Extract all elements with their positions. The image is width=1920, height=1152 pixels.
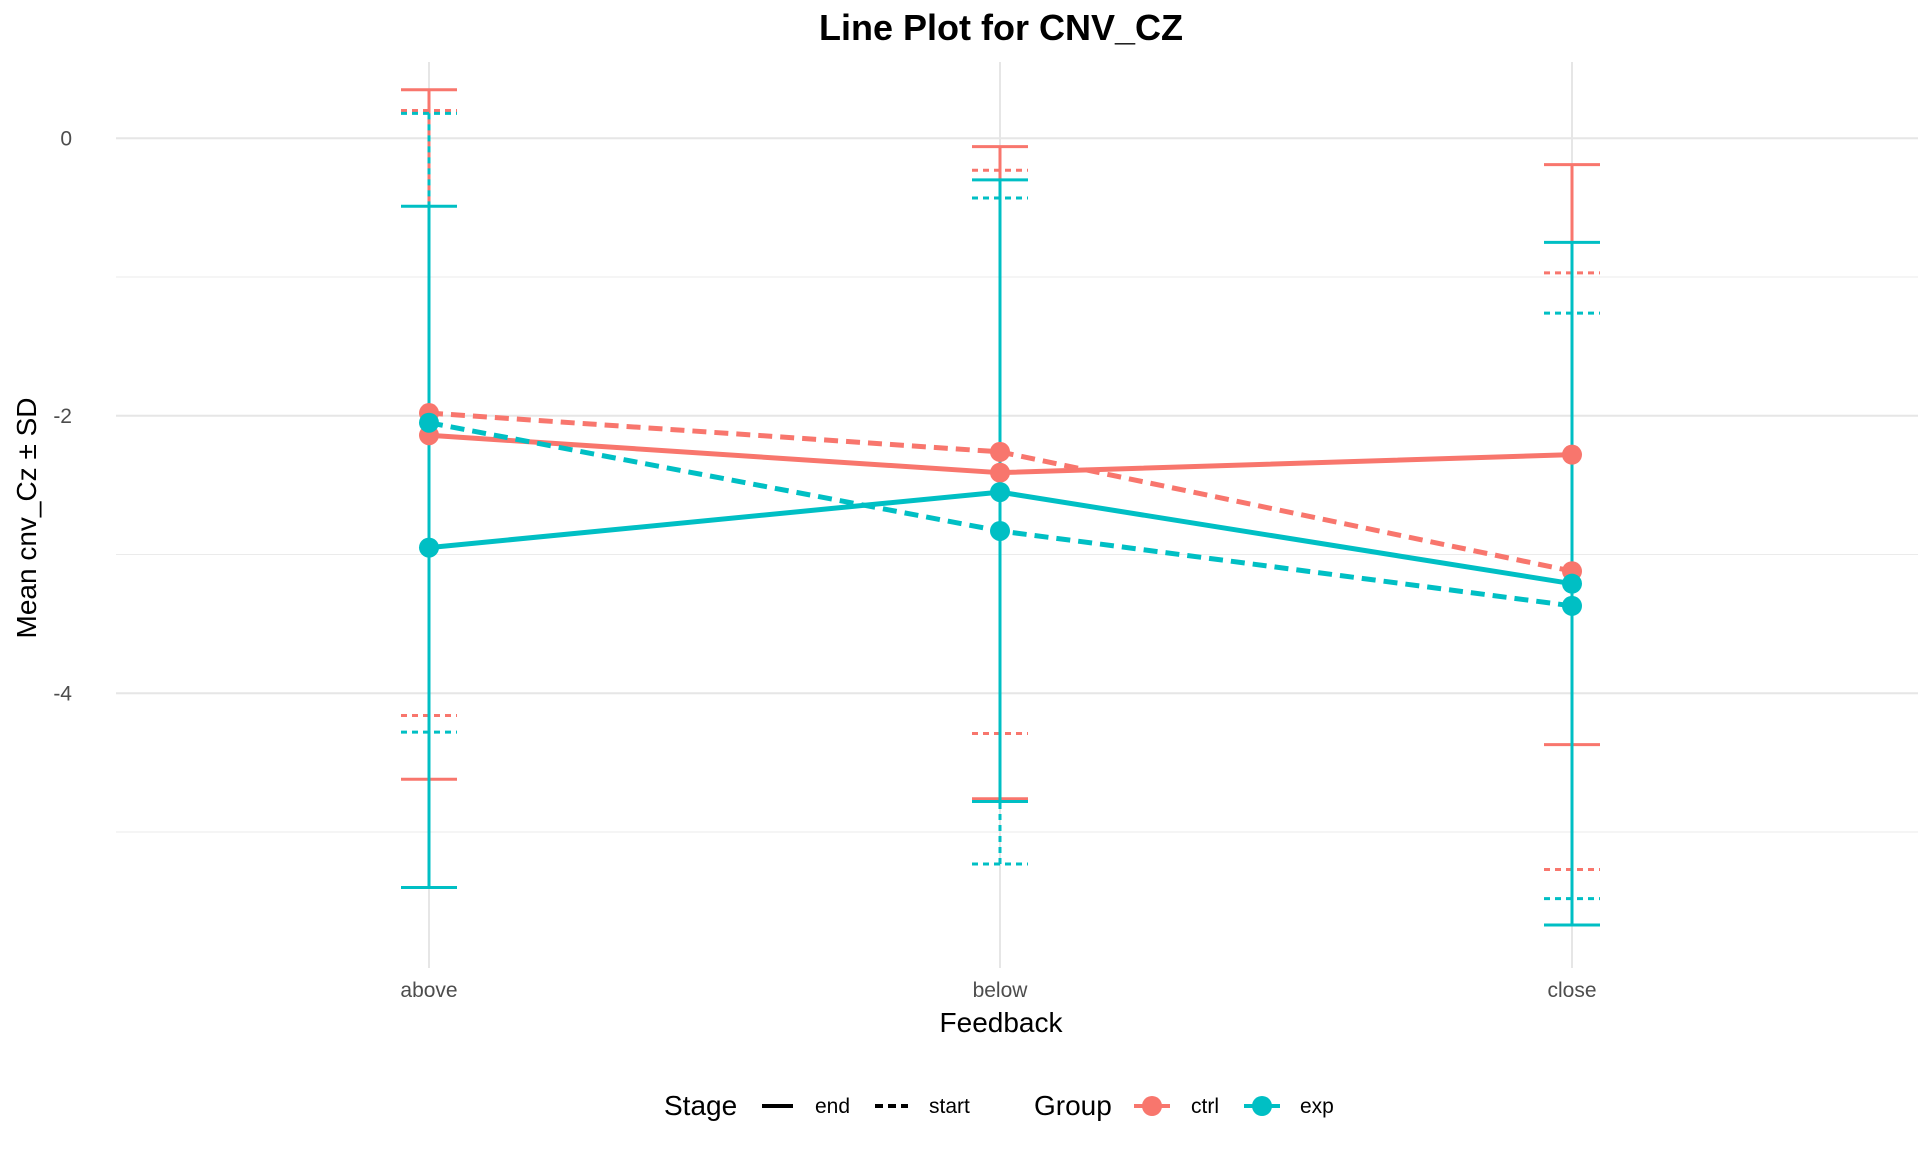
data-point-exp-start-below: [990, 520, 1010, 541]
legend: Stage end start Group ctrl exp: [664, 1090, 1334, 1121]
legend-stage-end-label: end: [815, 1095, 850, 1118]
data-point-exp-start-close: [1562, 595, 1582, 616]
errorbar-layer: [401, 88, 1600, 927]
x-tick-label-above: above: [400, 979, 457, 1002]
data-point-exp-end-above: [419, 537, 439, 558]
x-axis-title: Feedback: [940, 1007, 1064, 1038]
x-tick-label-close: close: [1547, 979, 1596, 1002]
legend-group-exp-key-point: [1252, 1096, 1272, 1116]
data-point-ctrl-start-below: [990, 441, 1010, 462]
data-point-exp-end-close: [1562, 573, 1582, 594]
data-point-exp-start-above: [419, 412, 439, 433]
x-tick-label-below: below: [973, 979, 1029, 1002]
point-layer: [419, 403, 1582, 616]
legend-stage-title: Stage: [664, 1090, 737, 1121]
legend-stage-start-label: start: [929, 1095, 970, 1118]
y-tick-label-1: -2: [53, 405, 72, 428]
y-axis-title: Mean cnv_Cz ± SD: [11, 397, 42, 638]
data-point-ctrl-end-close: [1562, 444, 1582, 465]
y-tick-label-2: -4: [53, 682, 72, 705]
data-point-ctrl-end-below: [990, 462, 1010, 483]
legend-group-ctrl-label: ctrl: [1191, 1095, 1219, 1118]
legend-group-title: Group: [1034, 1090, 1112, 1121]
data-point-exp-end-below: [990, 482, 1010, 503]
chart-title: Line Plot for CNV_CZ: [819, 7, 1183, 48]
legend-group-ctrl-key-point: [1142, 1096, 1162, 1116]
axis-layer: 0 -2 -4 above below close: [53, 127, 1596, 1002]
legend-group-exp-label: exp: [1300, 1095, 1334, 1118]
y-tick-label-0: 0: [60, 127, 72, 150]
